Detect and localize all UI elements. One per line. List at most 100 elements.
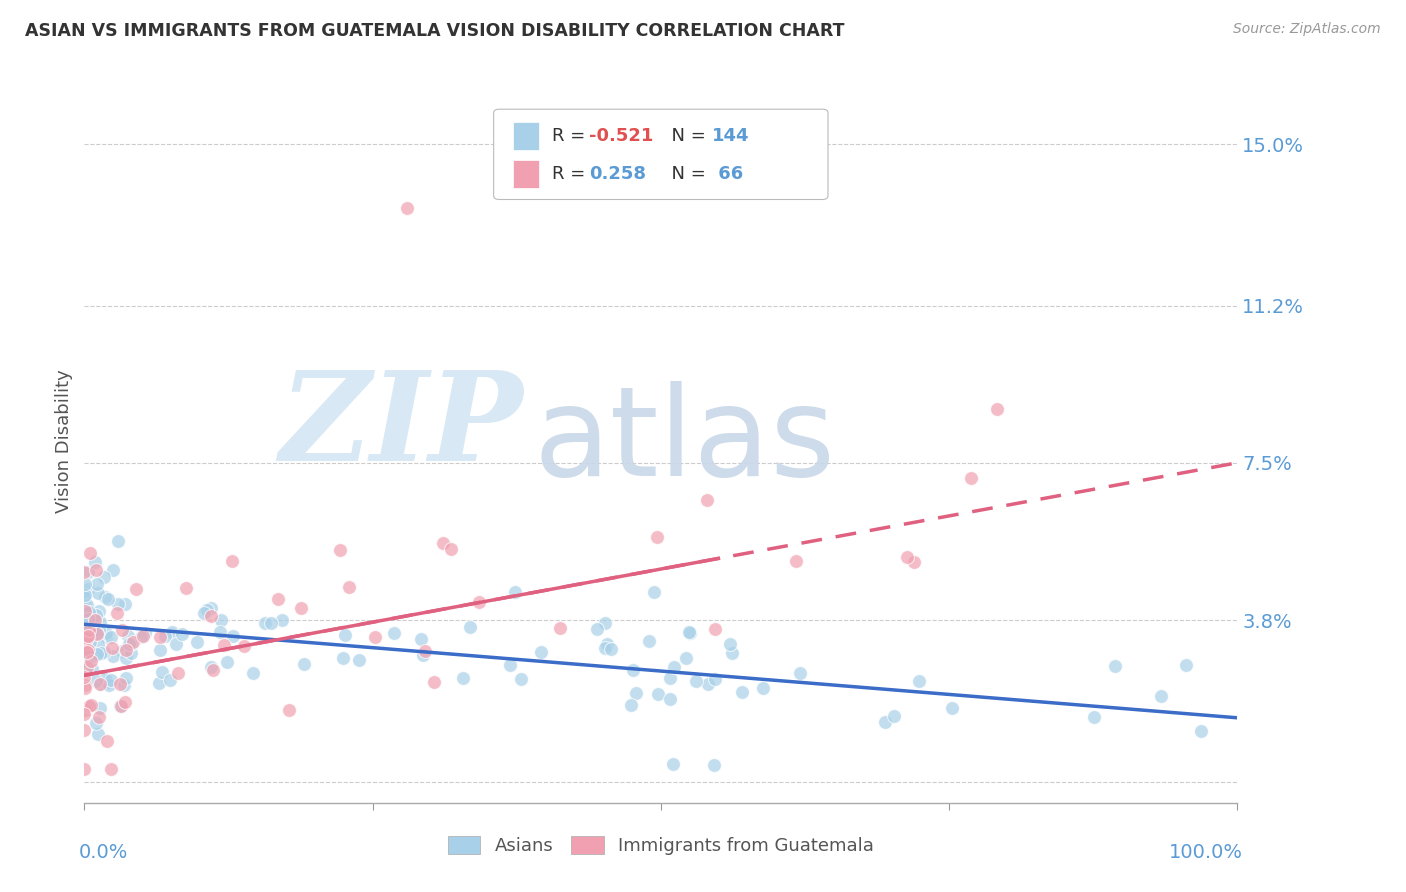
Point [100,762,122,776]
Point [73,636,96,650]
Point [96,674,118,689]
Text: atlas: atlas [534,381,837,502]
Point [73,632,96,646]
Point [73,644,96,658]
Point [332,651,354,665]
Point [73,590,96,604]
FancyBboxPatch shape [513,161,538,188]
Point [1189,724,1212,739]
Point [100,673,122,688]
Point [620,698,643,712]
Point [93,590,115,604]
Point [172,626,194,640]
Point [73,723,96,738]
Point [107,534,129,549]
Point [586,622,609,636]
Point [907,673,929,688]
Point [186,635,208,649]
Point [1083,709,1105,723]
Point [96,625,118,640]
Point [165,637,187,651]
Point [643,585,665,599]
Point [101,563,124,577]
Point [73,647,96,661]
Point [212,638,235,652]
Point [76,617,98,632]
Point [77,582,100,596]
Point [593,641,616,656]
Point [86,647,108,661]
Point [73,706,96,721]
Point [107,597,129,611]
Point [77,607,100,622]
Point [530,645,553,659]
Point [662,756,685,771]
Point [1149,689,1171,703]
Legend: Asians, Immigrants from Guatemala: Asians, Immigrants from Guatemala [440,829,882,863]
Point [645,530,668,544]
Point [97,592,120,607]
Point [73,601,96,615]
Point [83,555,105,569]
Point [84,563,107,577]
Point [75,616,97,631]
FancyBboxPatch shape [513,122,538,150]
Point [647,687,669,701]
Text: N =: N = [659,165,711,183]
Point [960,471,983,485]
Point [149,630,172,644]
Point [679,625,702,640]
Point [94,672,117,686]
Text: R =: R = [553,127,592,145]
Point [200,609,222,624]
Text: ASIAN VS IMMIGRANTS FROM GUATEMALA VISION DISABILITY CORRELATION CHART: ASIAN VS IMMIGRANTS FROM GUATEMALA VISIO… [25,22,845,40]
Point [499,657,522,672]
Text: 144: 144 [711,127,749,145]
Point [548,621,571,635]
Point [77,699,100,714]
Point [638,634,661,648]
Point [89,615,111,629]
Point [73,654,96,668]
Point [785,553,807,567]
Point [121,646,143,660]
Point [1174,658,1197,673]
Point [80,663,103,677]
Point [685,673,707,688]
Point [89,710,111,724]
Point [121,637,143,651]
Point [108,699,131,714]
Point [167,665,190,680]
Point [148,676,170,690]
Point [90,646,112,660]
Point [292,657,315,671]
Point [131,630,153,644]
Point [242,666,264,681]
Point [86,716,108,731]
Point [254,615,277,630]
Point [453,671,475,685]
Point [412,648,434,662]
Point [80,698,103,713]
Point [721,646,744,660]
Point [160,624,183,639]
Text: N =: N = [659,127,711,145]
Point [883,709,905,723]
Point [337,580,360,594]
Point [221,554,243,568]
Point [79,650,101,665]
Point [132,629,155,643]
Point [503,585,526,599]
Point [468,594,491,608]
Point [260,615,283,630]
Text: -0.521: -0.521 [589,127,654,145]
Point [675,651,697,665]
Point [73,622,96,636]
Point [111,623,134,637]
Point [79,546,101,560]
Text: Source: ZipAtlas.com: Source: ZipAtlas.com [1233,22,1381,37]
Point [89,700,111,714]
Point [77,605,100,619]
Point [73,660,96,674]
Point [79,608,101,623]
